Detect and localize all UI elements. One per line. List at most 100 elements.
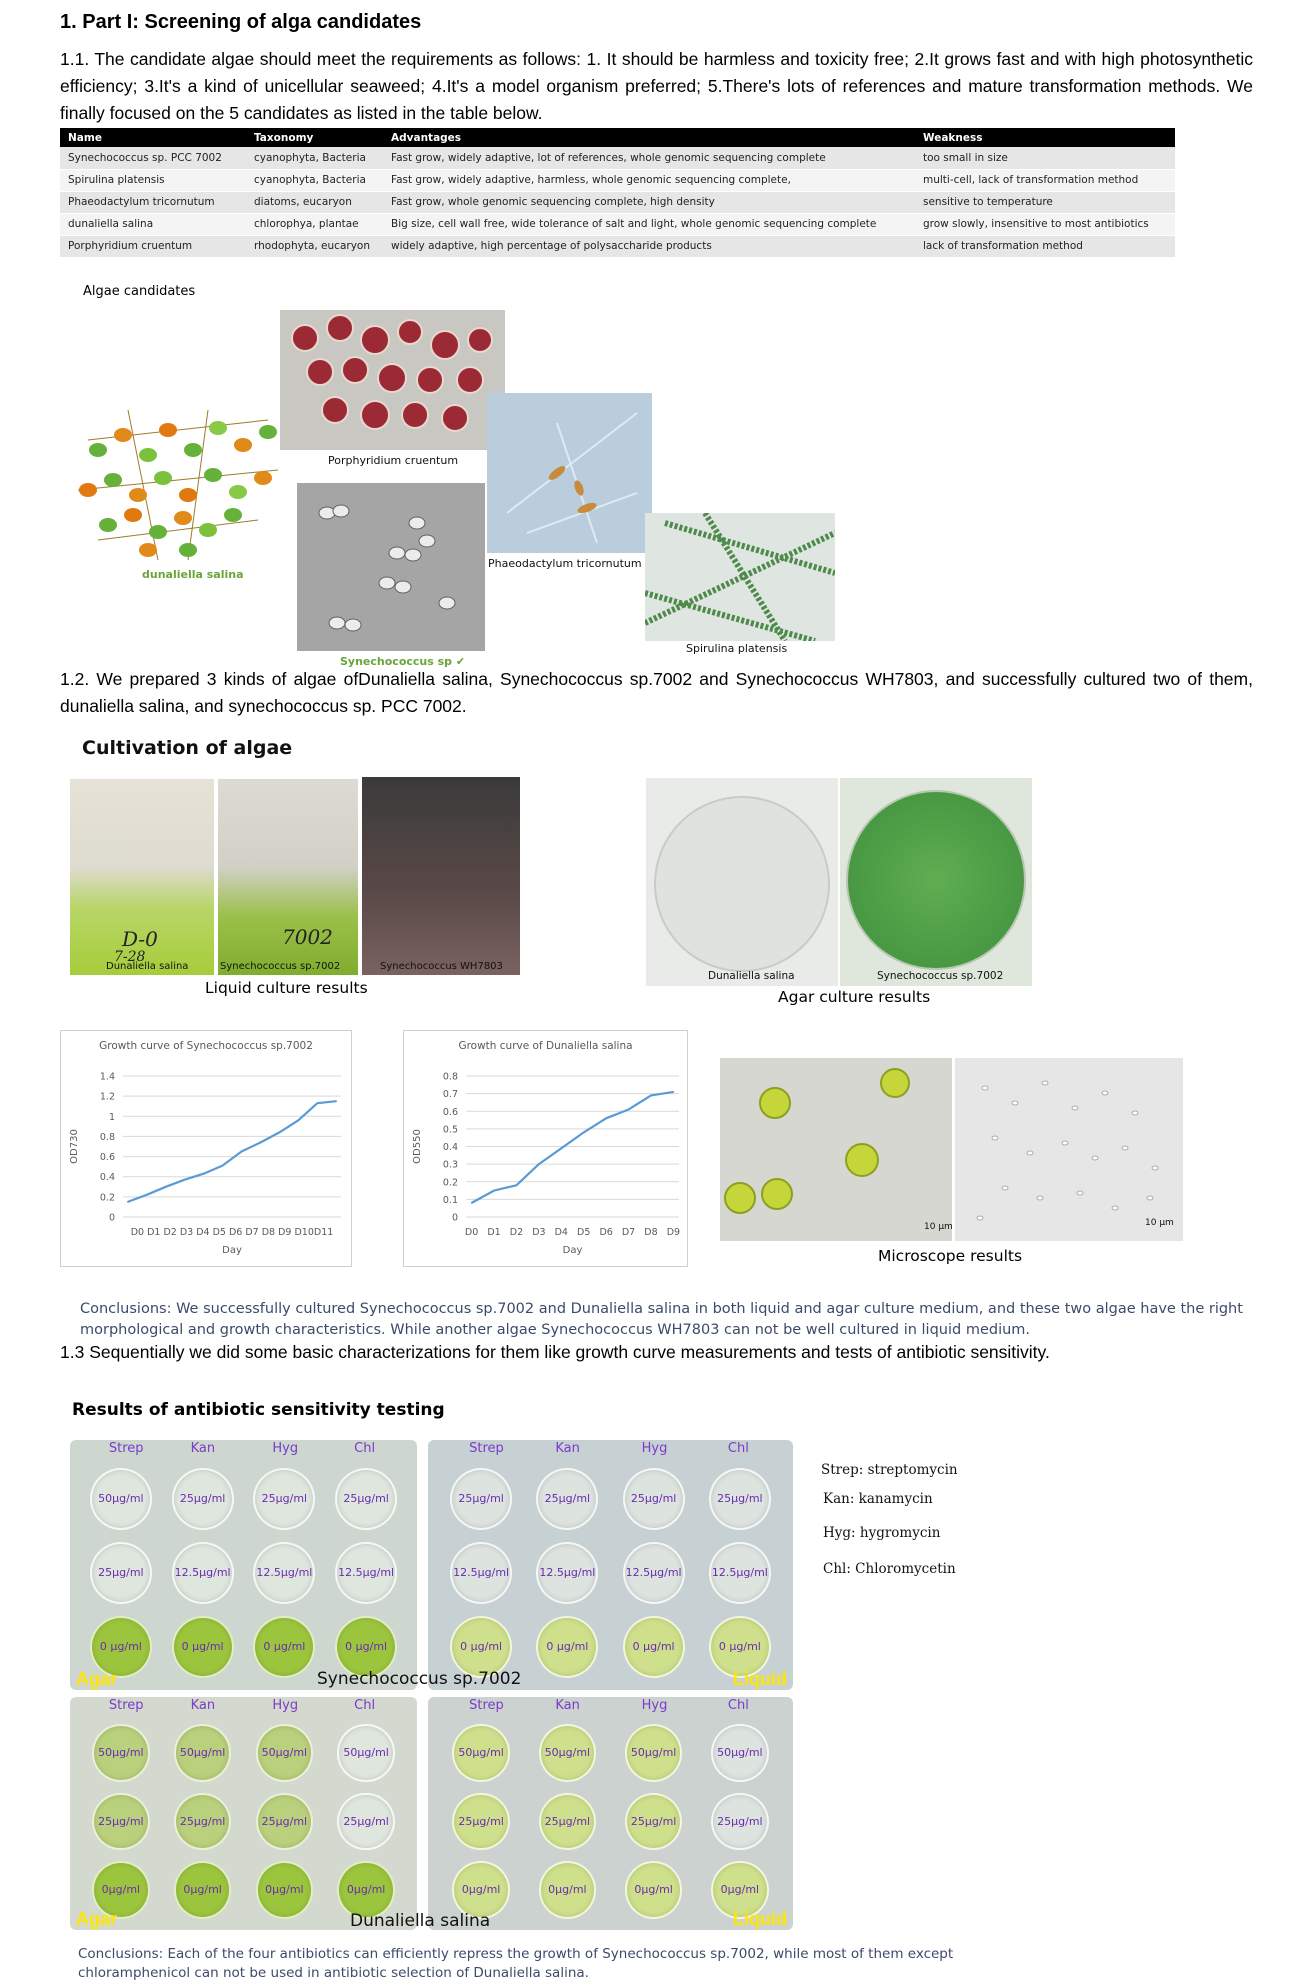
- data-point: [183, 1178, 186, 1181]
- well-concentration-label: 0 μg/ml: [345, 1640, 388, 1653]
- plate-well: [173, 1861, 232, 1919]
- antibiotic-column-head: Hyg: [272, 1441, 299, 1456]
- antibiotic-column-head: Kan: [190, 1698, 216, 1713]
- well-concentration-label: 50μg/ml: [458, 1746, 504, 1760]
- plate-dunaliella-agar: 50μg/ml 50μg/ml 50μg/ml 50μg/ml 25μg/ml 25μg/…: [70, 1697, 417, 1930]
- col-advantages: Advantages: [383, 128, 915, 147]
- cell: grow slowly, insensitive to most antibio…: [915, 213, 1175, 236]
- plate-well: [708, 1615, 771, 1679]
- plate-well: [92, 1792, 150, 1851]
- liquid-label: Liquid: [733, 1909, 787, 1929]
- series-line: [127, 1100, 337, 1203]
- agar-plate-dunaliella: [646, 778, 838, 986]
- x-tick-labels: D0 D1 D2 D3 D4 D5 D6 D7 D8 D9 D10D11: [131, 1227, 334, 1238]
- microscope-photo-synechococcus: 10 μm: [955, 1058, 1183, 1241]
- spirulina-filaments-graphic: [645, 513, 835, 641]
- well-concentration-label: 0 μg/ml: [632, 1640, 675, 1653]
- antibiotic-column-head: Chl: [727, 1698, 749, 1713]
- micro-scale-2: 10 μm: [1145, 1218, 1174, 1228]
- data-point: [240, 1150, 243, 1153]
- paragraph-1-3: 1.3 Sequentially we did some basic chara…: [60, 1342, 1050, 1362]
- plate-well: [89, 1541, 152, 1605]
- plate-well: [335, 1467, 398, 1531]
- well-concentration-label: 25μg/ml: [544, 1492, 591, 1505]
- cell: Porphyridium cruentum: [60, 235, 246, 258]
- well-concentration-label: 12.5μg/ml: [711, 1566, 768, 1579]
- agar-plate-synechococcus: [840, 778, 1032, 986]
- phaeodactylum-caption: Phaeodactylum tricornutum: [488, 557, 642, 570]
- cell: diatoms, eucaryon: [246, 191, 383, 214]
- table-row: Synechococcus sp. PCC 7002 cyanophyta, B…: [60, 147, 1175, 170]
- well-concentration-label: 0μg/ml: [265, 1882, 304, 1896]
- plate-well: [450, 1467, 513, 1531]
- plate-well: [171, 1541, 234, 1605]
- plate-dunaliella-liquid: 50μg/ml 50μg/ml 50μg/ml 50μg/ml 25μg/ml 25μg/…: [428, 1697, 793, 1930]
- cell: dunaliella salina: [60, 213, 246, 236]
- phaeodactylum-photo: [487, 393, 652, 553]
- plate-well: [452, 1724, 510, 1782]
- well-concentration-label: 0 μg/ml: [181, 1640, 224, 1653]
- flask-handwriting-date: 7-28: [114, 949, 146, 965]
- plate-synechococcus-liquid: 25μg/ml 25μg/ml 25μg/ml 25μg/ml 12.5μg/ml 12.…: [428, 1440, 793, 1690]
- well-concentration-label: 0μg/ml: [548, 1882, 587, 1896]
- data-point: [221, 1164, 224, 1167]
- flask-label-synechococcus-7002: Synechococcus sp.7002: [220, 961, 341, 972]
- microscope-synechococcus-cells: [976, 1080, 1159, 1221]
- data-point: [297, 1119, 300, 1122]
- well-concentration-label: 25μg/ml: [717, 1814, 763, 1828]
- antibiotic-column-head: Strep: [469, 1698, 504, 1713]
- y-tick-label: 0: [452, 1213, 458, 1224]
- check-icon: ✔: [455, 655, 466, 668]
- plate-well: [538, 1724, 597, 1782]
- well-concentration-label: 25μg/ml: [630, 1492, 677, 1505]
- well-concentration-label: 0μg/ml: [461, 1882, 501, 1896]
- well-concentration-label: 50μg/ml: [717, 1746, 763, 1760]
- porphyridium-caption: Porphyridium cruentum: [328, 454, 459, 467]
- y-tick-label: 1.2: [100, 1092, 115, 1103]
- well-concentration-label: 25μg/ml: [343, 1492, 389, 1505]
- well-concentration-label: 0 μg/ml: [263, 1640, 306, 1653]
- data-point: [335, 1100, 338, 1102]
- well-concentration-label: 12.5μg/ml: [539, 1566, 596, 1579]
- well-concentration-label: 25μg/ml: [343, 1814, 389, 1828]
- well-concentration-label: 0μg/ml: [101, 1882, 141, 1896]
- well-concentration-label: 50μg/ml: [98, 1492, 144, 1505]
- plate-well: [708, 1467, 771, 1531]
- plate-well: [711, 1861, 769, 1919]
- y-tick-label: 0.2: [443, 1177, 458, 1188]
- synechococcus-cells-graphic: [318, 504, 456, 632]
- y-tick-label: 0.5: [443, 1124, 458, 1135]
- plate-well: [452, 1861, 510, 1919]
- x-tick-label: D1: [487, 1227, 500, 1238]
- y-tick-label: 0.1: [443, 1195, 458, 1206]
- dunaliella-caption: dunaliella salina: [142, 568, 244, 581]
- plate-well: [92, 1861, 150, 1919]
- data-point: [164, 1185, 167, 1188]
- agar-label-dunaliella: Dunaliella salina: [708, 970, 795, 982]
- plate-caption-dunaliella: Dunaliella salina: [350, 1911, 491, 1931]
- table-row: Porphyridium cruentum rhodophyta, eucary…: [60, 235, 1175, 258]
- liquid-label: Liquid: [733, 1669, 787, 1689]
- cell: Fast grow, widely adaptive, harmless, wh…: [383, 169, 915, 192]
- plate-well: [173, 1724, 232, 1782]
- plate-well: [538, 1861, 597, 1919]
- cell: lack of transformation method: [915, 235, 1175, 258]
- plate-well: [337, 1724, 395, 1782]
- plate-well: [536, 1541, 599, 1605]
- plate-well: [711, 1792, 769, 1851]
- spirulina-caption: Spirulina platensis: [686, 642, 788, 655]
- liquid-culture-caption: Liquid culture results: [205, 979, 368, 997]
- well-concentration-label: 50μg/ml: [630, 1746, 677, 1760]
- antibiotic-column-head: Kan: [190, 1441, 216, 1456]
- y-axis-label: OD730: [69, 1129, 80, 1164]
- well-concentration-label: 25μg/ml: [458, 1492, 504, 1505]
- well-concentration-label: 25μg/ml: [717, 1492, 763, 1505]
- spirulina-photo: [645, 513, 835, 641]
- well-concentration-label: 25μg/ml: [630, 1814, 677, 1828]
- plate-well: [622, 1467, 685, 1531]
- well-concentration-label: 25μg/ml: [179, 1492, 226, 1505]
- antibiotic-conclusion: Conclusions: Each of the four antibiotic…: [78, 1946, 954, 1981]
- table-header-row: Name Taxonomy Advantages Weakness: [60, 128, 1175, 147]
- antibiotic-column-head: Chl: [354, 1698, 376, 1713]
- antibiotic-column-head: Strep: [108, 1441, 144, 1456]
